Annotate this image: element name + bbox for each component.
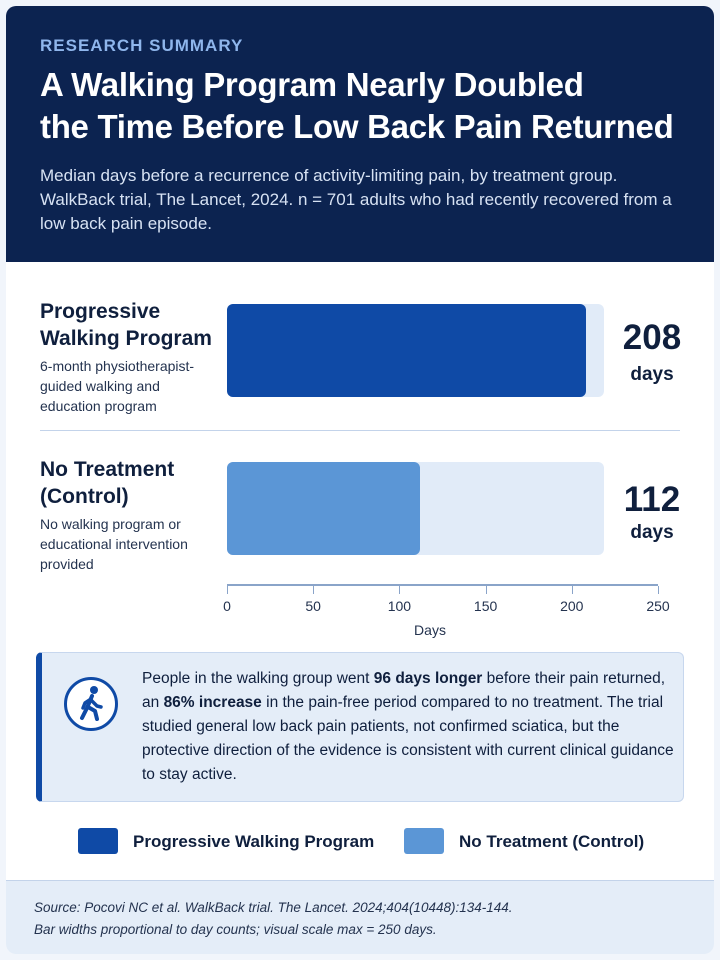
- x-axis-title: Days: [414, 622, 446, 638]
- summary-text-part: in the pain-free period compared to no t…: [142, 694, 674, 783]
- value-unit: days: [630, 522, 674, 543]
- group-walking: Progressive Walking Program 6-month phys…: [6, 298, 714, 414]
- x-tick-label: 250: [646, 598, 670, 614]
- walking-person-icon: [64, 677, 118, 731]
- bar-control: [227, 462, 421, 555]
- eyebrow-label: RESEARCH SUMMARY: [40, 36, 244, 55]
- x-tick-mark: [227, 586, 228, 594]
- page-title: A Walking Program Nearly Doubled the Tim…: [40, 64, 680, 148]
- legend-label-walking: Progressive Walking Program: [133, 832, 375, 851]
- infographic-card: RESEARCH SUMMARY A Walking Program Nearl…: [6, 6, 714, 954]
- summary-text-part: before their pain returned, an: [142, 670, 666, 711]
- title-line-2: the Time Before Low Back Pain Returned: [40, 108, 674, 145]
- group-description: No walking program or educational interv…: [40, 516, 188, 572]
- source-citation: Source: Pocovi NC et al. WalkBack trial.…: [34, 900, 513, 915]
- x-tick-label: 50: [305, 598, 321, 614]
- summary-text-part: People in the walking group went: [142, 670, 374, 687]
- x-axis: Days 0 50 100 150 200 250: [6, 584, 714, 644]
- summary-text: People in the walking group went 96 days…: [142, 667, 682, 787]
- x-tick-label: 200: [560, 598, 584, 614]
- group-description: 6-month physiotherapist-guided walking a…: [40, 358, 195, 414]
- scale-note: Bar widths proportional to day counts; v…: [34, 922, 437, 937]
- group-control: No Treatment (Control) No walking progra…: [6, 456, 714, 572]
- group-label: Progressive Walking Program 6-month phys…: [40, 298, 220, 416]
- summary-highlight-days: 96 days longer: [373, 670, 483, 687]
- page-subtitle: Median days before a recurrence of activ…: [40, 166, 672, 233]
- legend-swatch-walking: [78, 828, 118, 854]
- group-label: No Treatment (Control) No walking progra…: [40, 456, 220, 574]
- x-tick-mark: [658, 586, 659, 594]
- footer: Source: Pocovi NC et al. WalkBack trial.…: [6, 880, 714, 954]
- x-tick-label: 0: [223, 598, 231, 614]
- x-tick-label: 100: [387, 598, 412, 614]
- x-tick-mark: [485, 586, 487, 594]
- divider: [40, 430, 680, 431]
- summary-highlight-percent: 86% increase: [163, 694, 262, 711]
- legend-swatch-control: [404, 828, 444, 854]
- value-number: 208: [622, 318, 682, 357]
- value-unit: days: [630, 364, 674, 385]
- legend-label-control: No Treatment (Control): [459, 832, 645, 851]
- value-number: 112: [623, 480, 681, 519]
- x-tick-label: 150: [473, 598, 498, 614]
- bar-walking: [227, 304, 586, 397]
- bar-track: [227, 304, 604, 397]
- summary-callout: People in the walking group went 96 days…: [36, 652, 684, 802]
- x-tick-mark: [399, 586, 401, 594]
- bar-track: [227, 462, 604, 555]
- x-axis-line: [227, 584, 658, 586]
- group-name: Progressive Walking Program: [40, 300, 212, 350]
- x-tick-mark: [571, 586, 573, 594]
- title-line-1: A Walking Program Nearly Doubled: [40, 66, 584, 103]
- group-name: No Treatment (Control): [40, 458, 175, 508]
- legend: Progressive Walking Program No Treatment…: [6, 826, 714, 856]
- x-tick-mark: [313, 586, 315, 594]
- header: RESEARCH SUMMARY A Walking Program Nearl…: [6, 6, 714, 262]
